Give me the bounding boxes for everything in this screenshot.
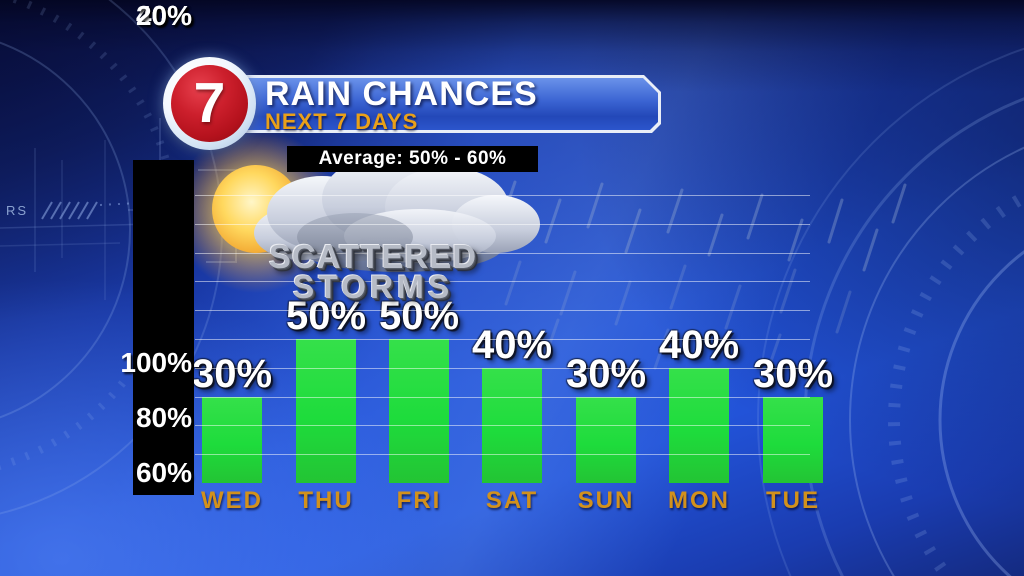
y-tick-label: 20%: [135, 0, 192, 31]
y-tick-label: 40%: [135, 0, 192, 31]
bar: [482, 367, 542, 483]
storm-annotation: SCATTERED STORMS: [248, 238, 498, 305]
day-label: TUE: [766, 487, 820, 514]
title-banner: RAIN CHANCES NEXT 7 DAYS: [207, 75, 661, 133]
title-banner-fill: [210, 78, 658, 130]
value-label: 30%: [191, 351, 273, 396]
page-title: RAIN CHANCES: [265, 75, 538, 113]
station-logo: 7: [163, 57, 256, 150]
bar-group: 50% THU: [279, 0, 373, 576]
bar-group: 40% MON: [652, 0, 746, 576]
average-text: Average: 50% - 60%: [318, 148, 507, 169]
value-label: 30%: [752, 351, 834, 396]
bar-group: 30% SUN: [559, 0, 653, 576]
storm-annotation-line1: SCATTERED: [268, 238, 478, 275]
day-label: SAT: [485, 487, 539, 514]
value-label: 50%: [378, 294, 460, 338]
day-label: SUN: [577, 487, 635, 514]
bar: [763, 396, 823, 483]
y-tick-label: 80%: [135, 402, 192, 433]
bar: [296, 339, 356, 483]
y-axis-panel: [133, 160, 194, 495]
day-label: FRI: [396, 487, 442, 514]
average-badge: Average: 50% - 60%: [287, 146, 538, 172]
bar-group: 50% FRI: [372, 0, 466, 576]
value-label: 30%: [565, 351, 647, 396]
bar-group: 30% WED: [185, 0, 279, 576]
y-tick-label: 60%: [135, 457, 192, 488]
logo-number-7: 7: [193, 71, 226, 135]
value-label: 50%: [285, 294, 367, 338]
day-label: THU: [298, 487, 354, 514]
bar: [389, 339, 449, 483]
value-label: 40%: [471, 322, 553, 367]
bar: [576, 396, 636, 483]
y-tick-label: 100%: [120, 347, 192, 378]
day-label: WED: [201, 487, 263, 514]
page-subtitle: NEXT 7 DAYS: [265, 109, 419, 134]
value-label: 40%: [658, 322, 740, 367]
day-label: MON: [668, 487, 730, 514]
y-tick-label: 0%: [151, 0, 192, 31]
bar: [669, 367, 729, 483]
bar-group: 30% TUE: [746, 0, 840, 576]
storm-annotation-line2: STORMS: [292, 269, 454, 305]
bar: [202, 396, 262, 483]
